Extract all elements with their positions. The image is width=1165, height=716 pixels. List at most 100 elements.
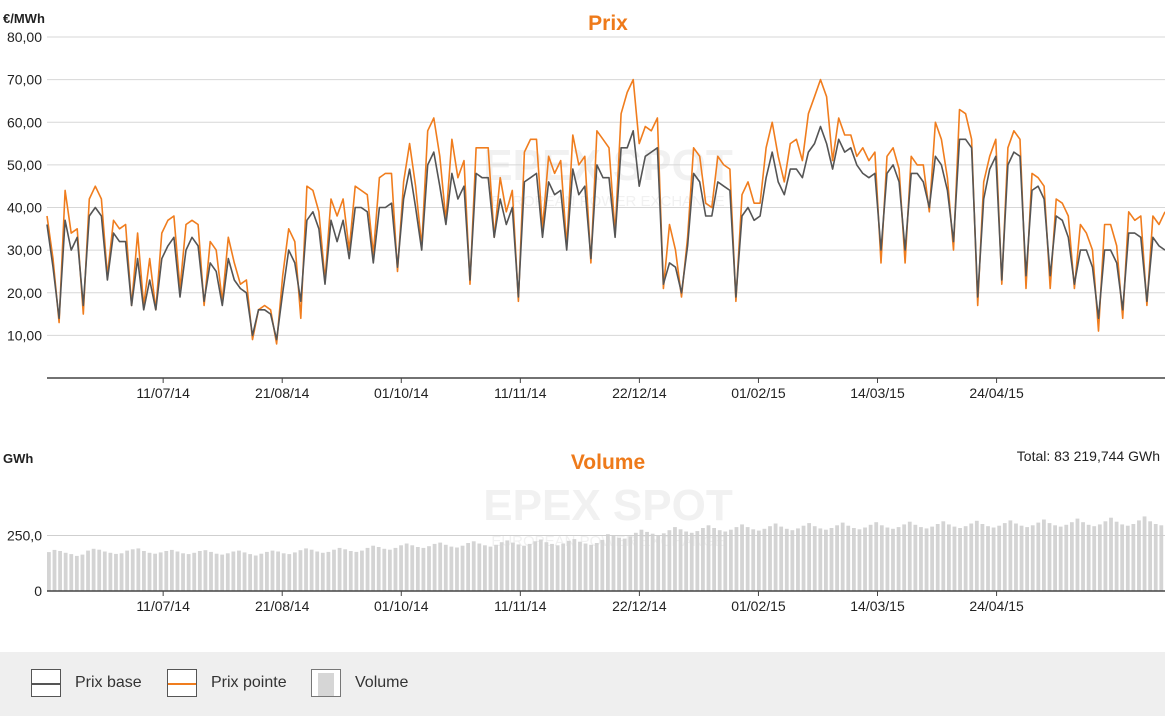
volume-bar xyxy=(974,520,979,591)
volume-bar xyxy=(790,530,795,591)
volume-bar xyxy=(354,551,359,591)
volume-bar xyxy=(991,527,996,591)
volume-bar xyxy=(1092,526,1097,591)
volume-bar xyxy=(544,542,549,591)
volume-bar xyxy=(292,552,297,591)
volume-bar xyxy=(1053,525,1057,591)
volume-bar xyxy=(561,543,566,591)
price-x-tick-label: 21/08/14 xyxy=(255,385,310,401)
volume-bar xyxy=(661,533,666,591)
volume-bar xyxy=(69,554,74,591)
volume-bar xyxy=(572,539,577,591)
prix-base-line xyxy=(46,125,1165,341)
volume-bar xyxy=(337,547,342,591)
volume-bar xyxy=(399,545,403,591)
volume-bar xyxy=(645,531,649,591)
volume-bar xyxy=(175,551,180,591)
volume-bar xyxy=(130,549,135,591)
volume-bar xyxy=(868,524,873,591)
volume-bar xyxy=(114,553,118,591)
price-x-tick-label: 24/04/15 xyxy=(969,385,1024,401)
volume-bar xyxy=(695,531,700,591)
price-y-tick-label: 30,00 xyxy=(7,242,42,258)
volume-bar xyxy=(510,542,515,591)
volume-bar xyxy=(460,545,465,591)
volume-bar xyxy=(824,529,828,591)
volume-x-tick-label: 01/02/15 xyxy=(731,598,786,614)
volume-bar xyxy=(488,546,493,591)
volume-bar xyxy=(287,554,292,591)
volume-bar xyxy=(186,554,191,591)
volume-bar xyxy=(728,529,733,591)
volume-bar xyxy=(153,553,157,591)
volume-bar xyxy=(108,552,113,591)
volume-bar xyxy=(248,554,253,591)
volume-bar xyxy=(1081,522,1085,591)
volume-bar xyxy=(91,548,96,591)
volume-bar xyxy=(1159,525,1164,591)
volume-bar xyxy=(600,539,605,591)
legend-label: Prix base xyxy=(75,674,142,691)
volume-bar xyxy=(835,525,839,591)
volume-bar xyxy=(550,543,554,591)
volume-bar xyxy=(63,552,68,591)
volume-bar xyxy=(58,551,62,591)
volume-bar xyxy=(505,540,510,591)
legend-item-prix-base[interactable]: Prix base xyxy=(31,667,142,699)
volume-bar xyxy=(684,531,689,591)
volume-bar xyxy=(801,525,806,591)
volume-bar xyxy=(242,552,247,591)
volume-bar xyxy=(779,526,784,591)
axes: 10,00 20,00 30,00 40,00 50,00 60,00 70,00 80,00… xyxy=(7,29,1165,614)
volume-bar xyxy=(320,552,325,591)
volume-bar xyxy=(304,548,308,591)
volume-bar xyxy=(935,524,940,591)
volume-bar xyxy=(197,551,202,591)
volume-x-tick-label: 24/04/15 xyxy=(969,598,1024,614)
volume-bar xyxy=(427,546,431,591)
volume-bar xyxy=(516,544,521,591)
price-series-lines xyxy=(46,78,1165,345)
volume-bar xyxy=(332,549,336,591)
volume-bar xyxy=(494,544,498,591)
volume-bar xyxy=(667,530,672,591)
volume-bar xyxy=(326,551,331,591)
volume-bar xyxy=(807,523,812,591)
volume-bar xyxy=(192,552,197,591)
volume-bar xyxy=(919,527,923,591)
volume-chart-title: Volume xyxy=(571,451,645,474)
volume-bar xyxy=(1069,522,1074,591)
volume-bar xyxy=(265,551,269,591)
volume-bar xyxy=(97,549,102,591)
volume-bar xyxy=(499,542,504,591)
volume-bar xyxy=(628,536,633,591)
volume-bar xyxy=(701,528,705,591)
price-y-tick-label: 50,00 xyxy=(7,157,42,173)
watermark-brand: EPEX SPOT xyxy=(483,141,733,190)
volume-bar xyxy=(387,549,392,591)
volume-bar xyxy=(365,547,370,591)
volume-bar xyxy=(220,554,225,591)
volume-x-tick-label: 11/11/14 xyxy=(494,598,547,614)
volume-bar xyxy=(857,529,862,591)
volume-bar xyxy=(371,545,376,591)
volume-bar xyxy=(1114,521,1119,591)
volume-bar xyxy=(606,534,610,591)
volume-bar xyxy=(80,554,85,591)
volume-bar xyxy=(125,550,130,591)
volume-bar xyxy=(879,525,884,591)
volume-bar xyxy=(611,535,616,591)
volume-bar xyxy=(902,524,907,591)
volume-bar xyxy=(589,544,594,591)
legend-item-volume[interactable]: Volume xyxy=(311,667,408,699)
legend-item-prix-pointe[interactable]: Prix pointe xyxy=(167,667,287,699)
price-y-tick-label: 70,00 xyxy=(7,72,42,88)
volume-bar xyxy=(885,527,890,591)
volume-bar xyxy=(158,552,163,591)
volume-bar xyxy=(522,545,526,591)
volume-bar xyxy=(298,550,303,591)
volume-bar xyxy=(863,527,867,591)
volume-bar xyxy=(673,527,677,591)
volume-bar xyxy=(1153,524,1158,591)
price-x-tick-label: 11/07/14 xyxy=(136,385,190,401)
